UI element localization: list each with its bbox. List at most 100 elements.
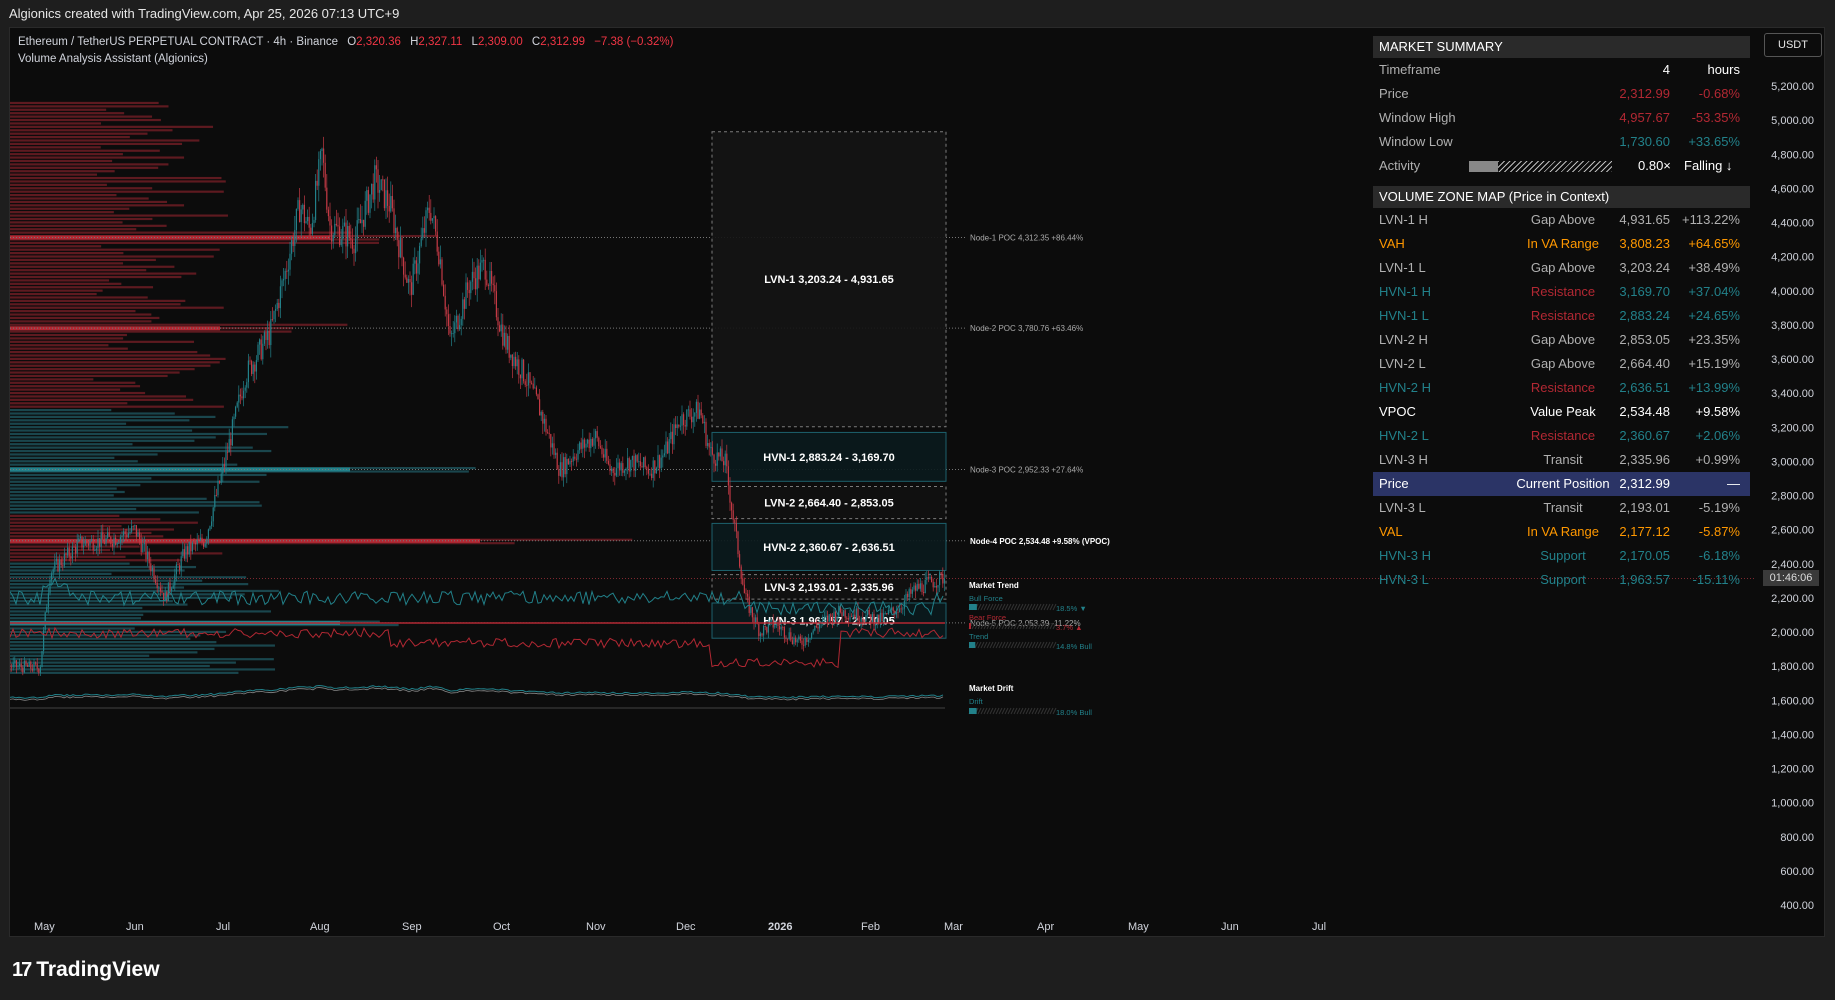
zone-map-row: LVN-1 L Gap Above 3,203.24 +38.49%	[1373, 256, 1750, 280]
candle-body	[663, 453, 665, 456]
profile-bar	[10, 258, 156, 262]
zone-pct: +24.65%	[1688, 308, 1740, 323]
candle-body	[556, 452, 558, 470]
summary-row: Timeframe 4 hours	[1373, 58, 1750, 82]
candle-body	[606, 448, 608, 461]
summary-label: Window Low	[1379, 134, 1453, 149]
zone-price: 2,636.51	[1619, 380, 1670, 395]
price-chart[interactable]: Node-1 POC 4,312.35 +86.44% Node-2 POC 3,…	[10, 28, 1824, 936]
profile-bar	[10, 395, 187, 398]
zone-status: Resistance	[1530, 284, 1596, 299]
drift-meter-hatch	[986, 707, 991, 715]
zone-name: VAL	[1379, 524, 1403, 539]
candle-body	[852, 614, 854, 617]
trend-meter-hatch	[1043, 641, 1048, 649]
candle-body	[788, 632, 790, 639]
candle-body	[249, 360, 251, 362]
profile-bar	[10, 282, 122, 285]
profile-bar	[10, 446, 253, 449]
trend-meter-fill	[969, 642, 976, 648]
profile-bar	[10, 313, 152, 316]
candle-body	[633, 456, 635, 471]
candle-body	[255, 360, 257, 372]
candle-body	[343, 222, 345, 226]
candle-body	[180, 556, 182, 571]
profile-bar	[10, 156, 185, 159]
candle-body	[523, 359, 525, 382]
price-tick-label: 400.00	[1780, 900, 1814, 912]
candle-body	[307, 216, 309, 222]
candle-body	[548, 433, 550, 435]
candle-body	[126, 534, 128, 538]
candle-body	[846, 617, 848, 619]
candle-body	[167, 582, 169, 602]
bear-force-meter-hatch	[1049, 622, 1054, 630]
drift-meter-hatch	[998, 707, 1003, 715]
candle-body	[447, 314, 449, 326]
currency-button[interactable]: USDT	[1764, 33, 1822, 57]
profile-bar	[10, 286, 154, 289]
price-tick-label: 4,800.00	[1771, 149, 1814, 161]
profile-bar	[10, 449, 272, 453]
profile-bar	[10, 176, 222, 180]
attribution-bar: Algionics created with TradingView.com, …	[0, 0, 1835, 27]
candle-body	[507, 335, 509, 350]
candle-body	[54, 561, 56, 570]
candle-body	[607, 460, 609, 465]
candle-body	[777, 622, 779, 626]
zone-map-row: HVN-1 H Resistance 3,169.70 +37.04%	[1373, 280, 1750, 304]
candle-body	[263, 332, 265, 344]
zone-status: Resistance	[1530, 380, 1596, 395]
zone-pct: +37.04%	[1688, 284, 1740, 299]
candle-body	[222, 464, 224, 474]
candle-body	[214, 494, 216, 508]
candle-body	[486, 279, 488, 286]
candle-body	[236, 402, 238, 407]
time-tick-label: Nov	[586, 921, 606, 933]
summary-label: Window High	[1379, 110, 1456, 125]
candle-body	[73, 546, 75, 548]
candle-body	[163, 592, 165, 601]
candle-body	[238, 394, 240, 403]
profile-bar	[10, 221, 123, 224]
candle-body	[463, 299, 465, 309]
bear-force-meter-hatch	[986, 622, 991, 630]
candle-body	[367, 190, 369, 213]
trend-meter-hatch	[1016, 641, 1021, 649]
candle-body	[60, 559, 62, 566]
candle-body	[769, 620, 771, 624]
candle-body	[455, 315, 457, 323]
indicator-name[interactable]: Volume Analysis Assistant (Algionics)	[18, 53, 208, 65]
bull-force-meter-hatch	[1037, 603, 1042, 611]
candle-body	[905, 593, 907, 601]
candle-body	[51, 573, 53, 580]
profile-bar	[10, 518, 161, 521]
candle-body	[499, 325, 501, 332]
time-tick-label: Feb	[861, 921, 880, 933]
profile-bar	[10, 596, 233, 599]
bear-force-meter-hatch	[1031, 622, 1036, 630]
candle-body	[75, 547, 77, 554]
symbol-name[interactable]: Ethereum / TetherUS PERPETUAL CONTRACT ·…	[18, 36, 338, 48]
candle-body	[563, 457, 565, 478]
candle-body	[11, 666, 13, 668]
candle-body	[543, 418, 545, 424]
profile-bar	[10, 337, 124, 340]
profile-bar	[10, 552, 223, 555]
candle-body	[766, 626, 768, 633]
candle-body	[487, 285, 489, 286]
candle-body	[862, 618, 864, 621]
profile-bar	[10, 661, 236, 664]
profile-bar	[10, 122, 101, 125]
candle-body	[545, 418, 547, 433]
candle-body	[871, 613, 873, 623]
candle-body	[281, 280, 283, 287]
profile-bar	[10, 391, 146, 395]
zone-box	[711, 131, 947, 428]
profile-bar	[10, 207, 130, 210]
zone-price: 2,883.24	[1619, 308, 1670, 323]
profile-bar	[10, 398, 194, 401]
candle-body	[467, 282, 469, 290]
poc-label: Node-4 POC 2,534.48 +9.58% (VPOC)	[970, 537, 1110, 546]
tradingview-logo[interactable]: 17 TradingView	[12, 958, 160, 982]
